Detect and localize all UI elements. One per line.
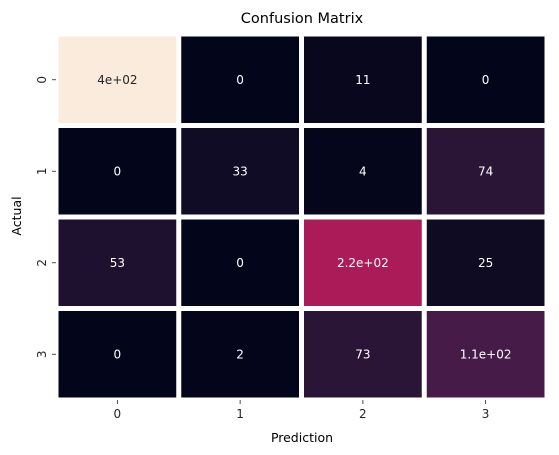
y-tick-label-2: 2 (35, 259, 49, 267)
heatmap-cell-r0-c1 (181, 36, 299, 123)
heatmap-cell-r1-c0 (58, 128, 177, 215)
cell-value-label-r0-c1: 0 (236, 73, 244, 87)
cell-value-label-r3-c3: 1.1e+02 (460, 347, 512, 361)
x-tick-label-3: 3 (482, 407, 490, 421)
chart-title: Confusion Matrix (241, 11, 364, 27)
heatmap-cell-r2-c3 (426, 219, 545, 306)
y-axis-ticks: 0 1 2 3 (35, 76, 56, 358)
heatmap-cell-r3-c3 (426, 311, 545, 398)
x-axis-label: Prediction (271, 430, 333, 445)
x-axis-ticks: 0 1 2 3 (114, 400, 490, 421)
cell-value-label-r0-c3: 0 (482, 73, 490, 87)
cell-value-label-r3-c0: 0 (114, 347, 122, 361)
cell-value-label-r1-c1: 33 (232, 164, 247, 178)
cell-value-label-r2-c3: 25 (478, 256, 493, 270)
x-tick-label-1: 1 (236, 407, 244, 421)
heatmap-cell-r2-c2 (304, 219, 422, 306)
heatmap-cell-r0-c0 (58, 36, 177, 123)
y-axis-label: Actual (9, 196, 24, 235)
heatmap-cell-r0-c3 (426, 36, 545, 123)
y-tick-label-3: 3 (35, 350, 49, 358)
cell-value-label-r2-c0: 53 (110, 256, 125, 270)
heatmap-cell-r0-c2 (304, 36, 422, 123)
cell-value-label-r0-c2: 11 (355, 73, 370, 87)
cell-value-label-r0-c0: 4e+02 (97, 73, 137, 87)
heatmap-cell-r2-c1 (181, 219, 299, 306)
y-tick-label-0: 0 (35, 76, 49, 84)
heatmap-cell-r1-c2 (304, 128, 422, 215)
y-tick-label-1: 1 (35, 167, 49, 175)
heatmap-cell-r3-c0 (58, 311, 177, 398)
x-tick-label-0: 0 (114, 407, 122, 421)
cell-value-label-r2-c2: 2.2e+02 (337, 256, 389, 270)
cell-value-label-r3-c2: 73 (355, 347, 370, 361)
cell-value-label-r1-c2: 4 (359, 164, 367, 178)
cell-value-label-r1-c3: 74 (478, 164, 493, 178)
cell-value-label-r3-c1: 2 (236, 347, 244, 361)
heatmap-cells: 4e+02 0 11 0 0 33 4 74 53 0 2.2e+02 25 0 2 73 1.1e+02 (58, 36, 545, 398)
x-tick-label-2: 2 (359, 407, 367, 421)
heatmap-cell-r1-c1 (181, 128, 299, 215)
heatmap-cell-r3-c2 (304, 311, 422, 398)
cell-value-label-r2-c1: 0 (236, 256, 244, 270)
cell-value-label-r1-c0: 0 (114, 164, 122, 178)
heatmap-cell-r2-c0 (58, 219, 177, 306)
heatmap-cell-r3-c1 (181, 311, 299, 398)
heatmap-cell-r1-c3 (426, 128, 545, 215)
